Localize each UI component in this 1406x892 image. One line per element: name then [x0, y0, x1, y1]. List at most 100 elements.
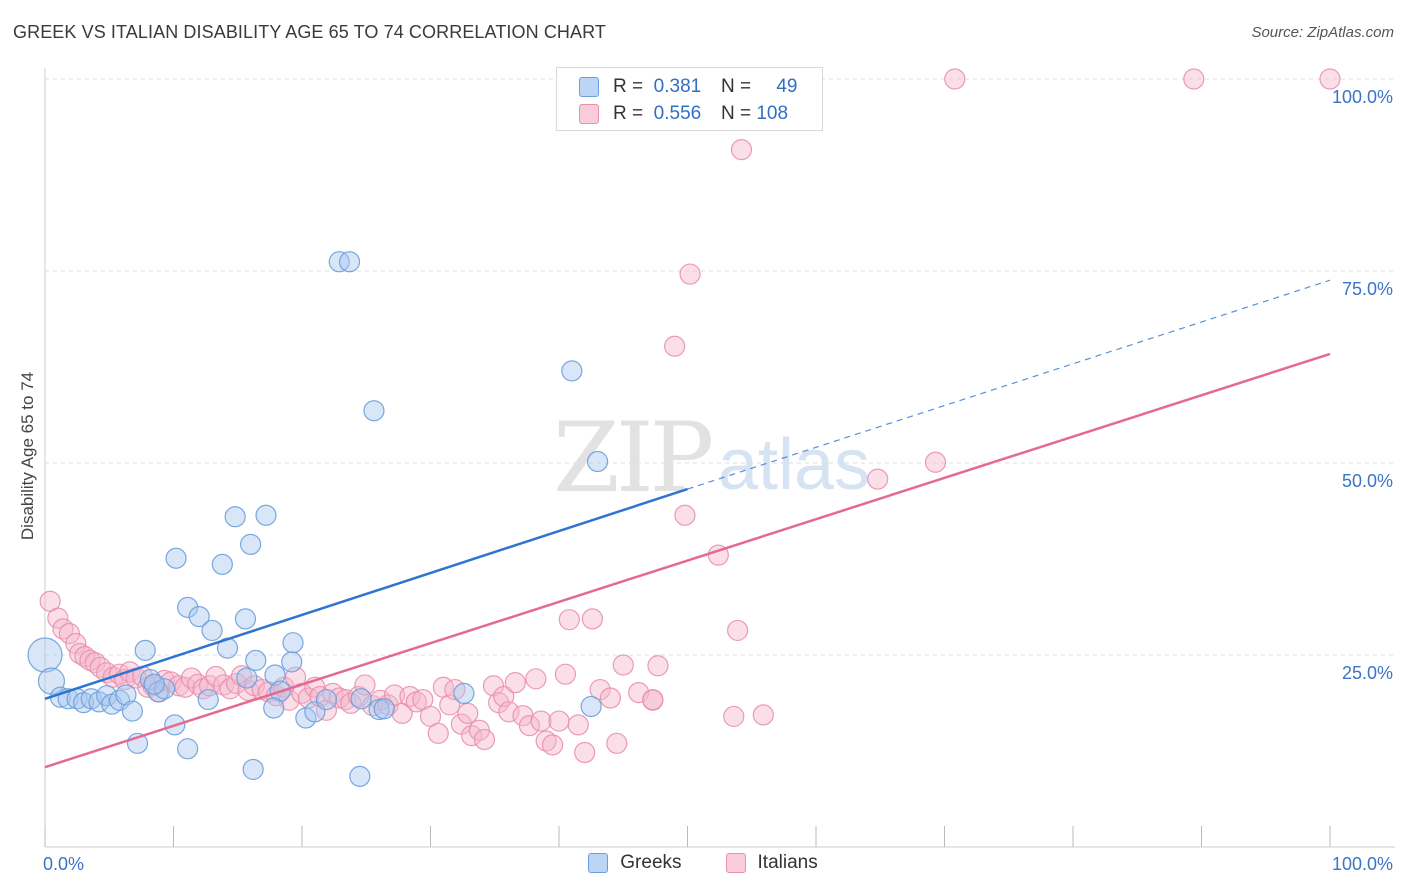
italians-legend-swatch: [725, 853, 746, 873]
legend-row-italians: R = 0.556 N = 108: [579, 101, 796, 127]
axes: [44, 68, 1395, 848]
greeks-point: [177, 596, 199, 618]
greeks-point: [586, 450, 609, 473]
series-legend: Greeks Italians: [0, 852, 1406, 874]
italians-point: [525, 668, 547, 690]
greeks-point: [350, 688, 372, 710]
italians-point: [674, 504, 696, 526]
greeks-legend-swatch: [588, 853, 609, 873]
italians-point: [599, 687, 622, 709]
greeks-trend-line: [44, 487, 688, 700]
italians-point: [58, 622, 81, 645]
italians-point: [606, 732, 628, 754]
greeks-r-label: R =: [613, 76, 644, 97]
italians-point: [558, 609, 580, 631]
greeks-point: [115, 684, 137, 706]
source-label: Source: ZipAtlas.com: [1251, 24, 1394, 41]
legend-row-greeks: R = 0.381 N = 49: [579, 74, 807, 100]
greeks-point: [224, 506, 246, 528]
italians-point: [1183, 68, 1205, 90]
greeks-swatch: [579, 77, 599, 97]
italians-n-value: 108: [756, 103, 789, 124]
italians-point: [427, 722, 449, 744]
greeks-point: [242, 758, 264, 781]
chart-title: GREEK VS ITALIAN DISABILITY AGE 65 TO 74…: [13, 22, 606, 42]
x-tick-label-max: 100.0%: [1332, 854, 1393, 874]
italians-r-label: R =: [613, 103, 644, 124]
italians-point: [1319, 68, 1341, 90]
greeks-point: [363, 400, 385, 422]
gridlines: [45, 78, 1395, 656]
legend-item-italians: Italians: [725, 852, 818, 874]
greeks-point: [240, 533, 262, 556]
x-tick-label-min: 0.0%: [43, 854, 84, 874]
trend-lines: [44, 279, 1331, 769]
greeks-point: [580, 695, 602, 718]
italians-point: [504, 672, 526, 694]
italians-point: [180, 667, 203, 689]
greeks-point: [165, 547, 187, 569]
italians-point: [567, 714, 589, 736]
greeks-point: [177, 738, 199, 760]
greeks-point: [349, 765, 371, 787]
greeks-point: [255, 504, 277, 526]
greeks-point: [234, 608, 257, 630]
greeks-point: [245, 649, 267, 671]
greeks-point: [134, 639, 156, 661]
greeks-point: [315, 688, 338, 711]
italians-point: [727, 619, 749, 642]
italians-point: [924, 451, 947, 473]
greeks-point: [236, 667, 258, 689]
italians-point: [535, 730, 557, 752]
italians-point: [574, 741, 596, 764]
italians-point: [944, 68, 966, 90]
italians-point: [581, 608, 604, 630]
italians-trend-line: [44, 352, 1331, 769]
greeks-point: [338, 251, 361, 273]
greeks-point: [201, 619, 223, 642]
italians-swatch: [579, 104, 599, 124]
greeks-point: [263, 697, 285, 719]
greeks-point: [282, 632, 304, 654]
italians-point: [518, 715, 541, 737]
greeks-points: [27, 251, 609, 787]
greeks-r-value: 0.381: [653, 76, 702, 97]
italians-point: [205, 665, 227, 688]
italians-point: [867, 468, 889, 490]
greeks-point: [264, 664, 286, 686]
italians-point: [168, 675, 190, 697]
greeks-n-value: 49: [776, 76, 798, 97]
y-tick-label: 100.0%: [1332, 87, 1393, 107]
italians-point: [647, 655, 669, 677]
greeks-point: [197, 688, 219, 711]
italians-point: [548, 710, 570, 732]
y-tick-label: 25.0%: [1342, 663, 1393, 683]
italians-r-value: 0.556: [653, 103, 702, 124]
italians-point: [457, 702, 479, 724]
greeks-point: [561, 360, 583, 382]
italians-point: [498, 701, 520, 723]
italians-point: [461, 725, 483, 747]
greeks-point: [373, 698, 395, 720]
italians-point: [541, 734, 564, 756]
greeks-point: [453, 682, 475, 705]
italians-point: [354, 674, 376, 696]
greeks-n-label: N =: [720, 76, 752, 97]
italians-point: [679, 263, 701, 285]
italians-point: [47, 607, 69, 629]
greeks-point: [188, 605, 210, 628]
y-tick-label: 75.0%: [1342, 279, 1393, 299]
greeks-point: [211, 553, 233, 575]
italians-point: [612, 654, 634, 676]
stats-legend: R = 0.381 N = 49 R = 0.556 N = 108: [556, 67, 823, 131]
greeks-trend-extension: [687, 279, 1331, 490]
italians-point: [664, 335, 686, 357]
italians-point: [752, 704, 774, 726]
y-tick-label: 50.0%: [1342, 471, 1393, 491]
legend-item-greeks: Greeks: [588, 852, 682, 874]
italians-point: [530, 710, 552, 732]
watermark-zip: ZIP: [553, 402, 712, 514]
italians-legend-label: Italians: [757, 852, 818, 873]
italians-point: [723, 705, 745, 728]
